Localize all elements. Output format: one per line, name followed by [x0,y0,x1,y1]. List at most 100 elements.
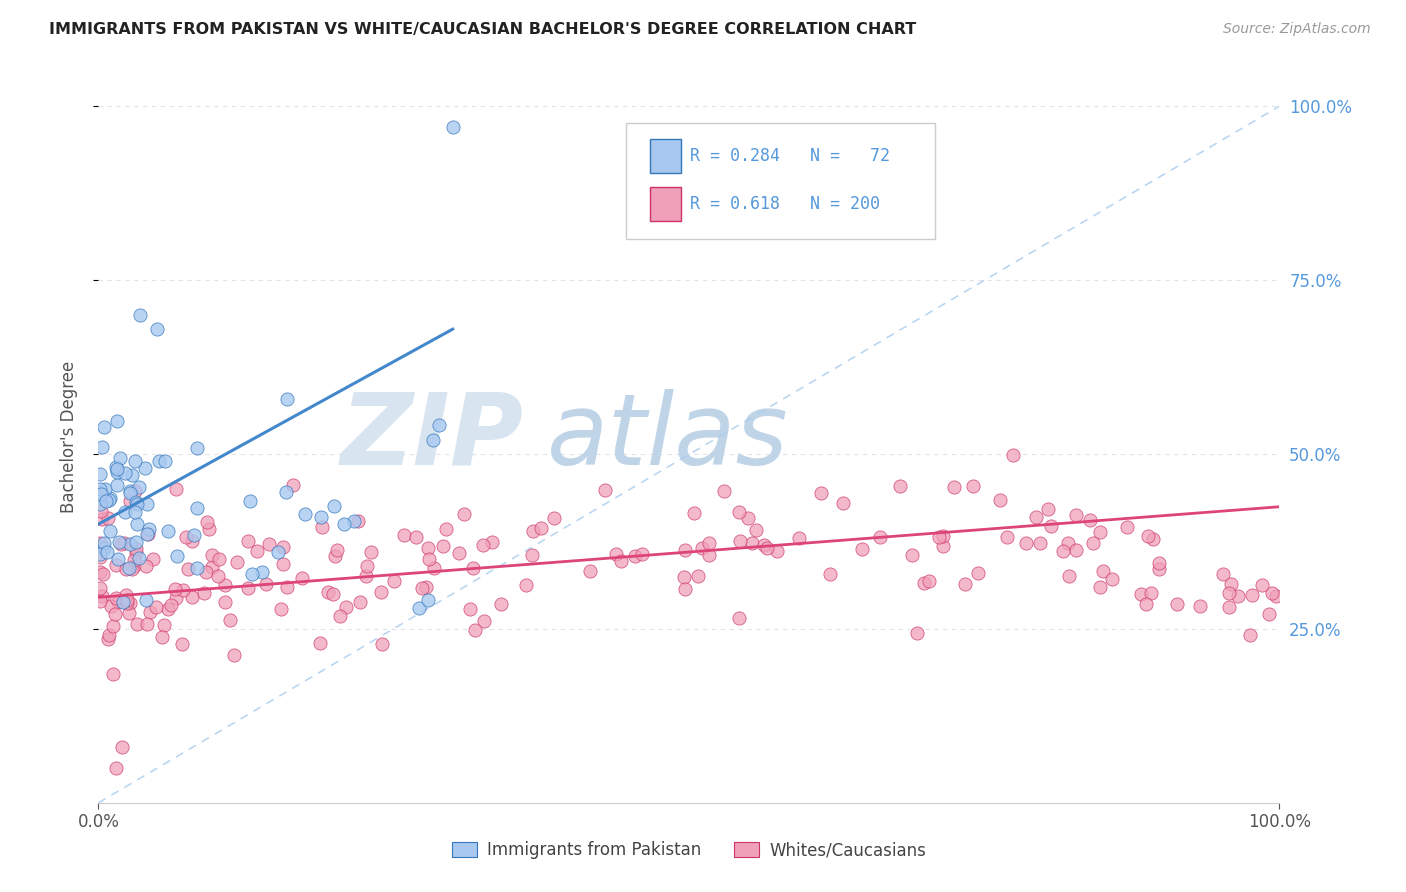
Point [219,613,242,627]
Point [434,522,457,536]
Point [136,527,159,541]
Point [128,550,150,565]
Point [186,500,208,515]
Point [118,494,141,508]
Point [928,530,950,544]
Point [995,530,1018,544]
Point [138,522,160,536]
Point [224,648,246,663]
Point [138,605,160,619]
Point [105,558,128,573]
Point [1080,513,1102,527]
Point [105,591,128,606]
Point [543,511,565,525]
Point [912,576,935,591]
Point [1059,568,1081,582]
Point [316,585,339,599]
Point [673,542,696,557]
Point [932,539,955,553]
Point [294,507,316,521]
Point [1212,567,1234,582]
Point [283,477,305,491]
Point [309,635,332,649]
Point [1188,599,1211,613]
Point [1149,562,1171,576]
Point [851,542,873,557]
Point [1220,576,1243,591]
Point [1239,628,1261,642]
Point [136,497,159,511]
Point [1227,590,1250,604]
Point [122,553,145,567]
Point [1218,599,1240,614]
Point [1052,544,1074,558]
Point [323,549,346,564]
Point [271,557,294,571]
Legend: Immigrants from Pakistan, Whites/Caucasians: Immigrants from Pakistan, Whites/Caucasi… [443,833,935,868]
Point [1088,580,1111,594]
Point [97,632,120,646]
Point [309,510,332,524]
Point [91,589,114,603]
Point [766,544,789,558]
Point [105,462,128,476]
Point [145,599,167,614]
Point [153,454,176,468]
Point [411,581,433,595]
Point [93,420,115,434]
Point [193,586,215,600]
Point [112,535,135,549]
Point [1028,535,1050,549]
Point [110,451,132,466]
Point [136,617,159,632]
Point [103,619,125,633]
Point [111,740,134,755]
Point [322,587,344,601]
Point [1002,448,1025,462]
Point [124,484,146,499]
Point [156,524,179,538]
Point [165,591,187,605]
Point [89,547,111,561]
Point [135,559,157,574]
Point [699,548,721,562]
Point [1064,542,1087,557]
Point [371,637,394,651]
Point [104,460,127,475]
Point [273,541,295,555]
Point [942,480,965,494]
Point [966,566,988,580]
Point [962,479,984,493]
Point [322,500,344,514]
Point [1142,533,1164,547]
Point [900,548,922,562]
Point [136,526,159,541]
Point [93,536,115,550]
Point [370,584,392,599]
Point [105,478,128,492]
Point [238,581,260,595]
Point [94,483,117,497]
Point [89,593,111,607]
Point [326,542,349,557]
Point [110,536,132,550]
Point [107,595,129,609]
Point [125,517,148,532]
Point [115,588,138,602]
Point [125,542,148,557]
Point [214,594,236,608]
Point [405,530,427,544]
Point [201,548,224,562]
Point [105,414,128,428]
Point [787,531,810,545]
Point [432,539,454,553]
Point [124,505,146,519]
Point [1015,536,1038,550]
Point [118,596,141,610]
Point [254,577,277,591]
Point [422,433,444,447]
Point [195,515,218,529]
Point [236,534,259,549]
Point [818,566,841,581]
Point [755,541,778,556]
